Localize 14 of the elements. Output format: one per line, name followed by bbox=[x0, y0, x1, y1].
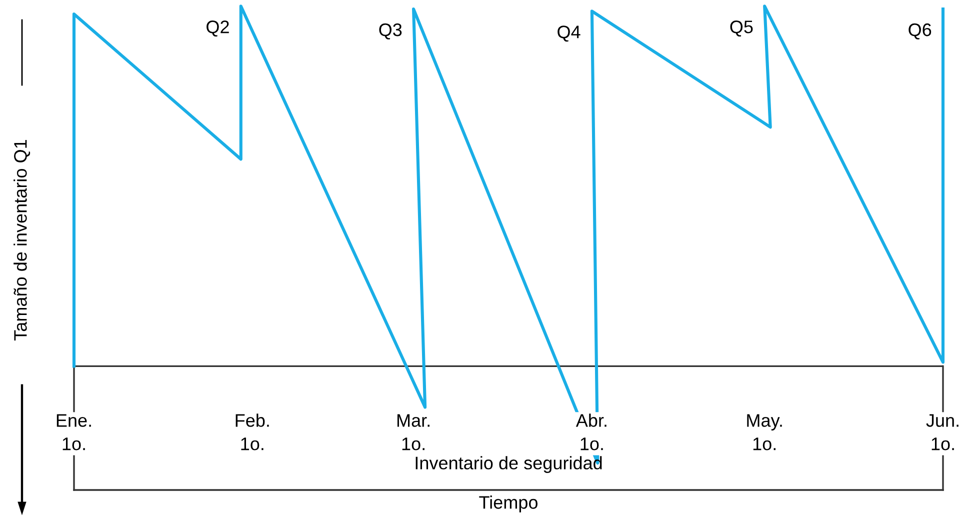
annotation: Q4 bbox=[558, 26, 580, 42]
x-tick-label: Mar. 1o. bbox=[397, 414, 430, 450]
x-tick-label: Feb. 1o. bbox=[236, 414, 269, 450]
x-tick-label: May. 1o. bbox=[747, 414, 782, 450]
annotation: Inventario de seguridad bbox=[416, 456, 602, 473]
x-tick-label: Ene. 1o. bbox=[56, 414, 91, 450]
annotation: Q6 bbox=[908, 23, 932, 40]
annotation: Q5 bbox=[730, 20, 753, 37]
annotation: Q2 bbox=[206, 20, 229, 37]
x-tick-label: Abr. 1o. bbox=[576, 414, 606, 450]
annotation: Q3 bbox=[379, 23, 402, 40]
y-axis-title: Tamaño de inventario Q1 bbox=[14, 140, 30, 340]
x-axis-title: Tiempo bbox=[479, 496, 538, 512]
x-tick-label: Jun. 1o. bbox=[926, 414, 958, 450]
